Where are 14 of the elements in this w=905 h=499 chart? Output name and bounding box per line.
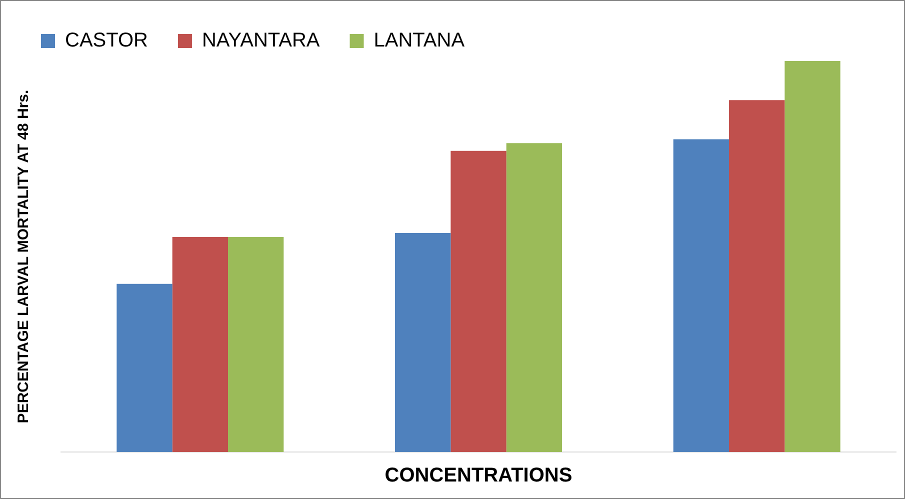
legend-label: CASTOR <box>65 30 148 52</box>
x-axis-title: CONCENTRATIONS <box>384 464 572 487</box>
legend-label: LANTANA <box>374 30 466 52</box>
bar <box>784 61 840 452</box>
bar <box>172 236 228 452</box>
y-axis-title: PERCENTAGE LARVAL MORTALITY AT 48 Hrs. <box>15 90 32 424</box>
bar <box>450 150 506 452</box>
bar <box>729 100 785 452</box>
bar <box>228 236 284 452</box>
bar <box>673 139 729 452</box>
legend-label: NAYANTARA <box>202 30 320 52</box>
bar <box>116 284 172 452</box>
bar <box>395 233 451 452</box>
bar <box>506 143 562 452</box>
